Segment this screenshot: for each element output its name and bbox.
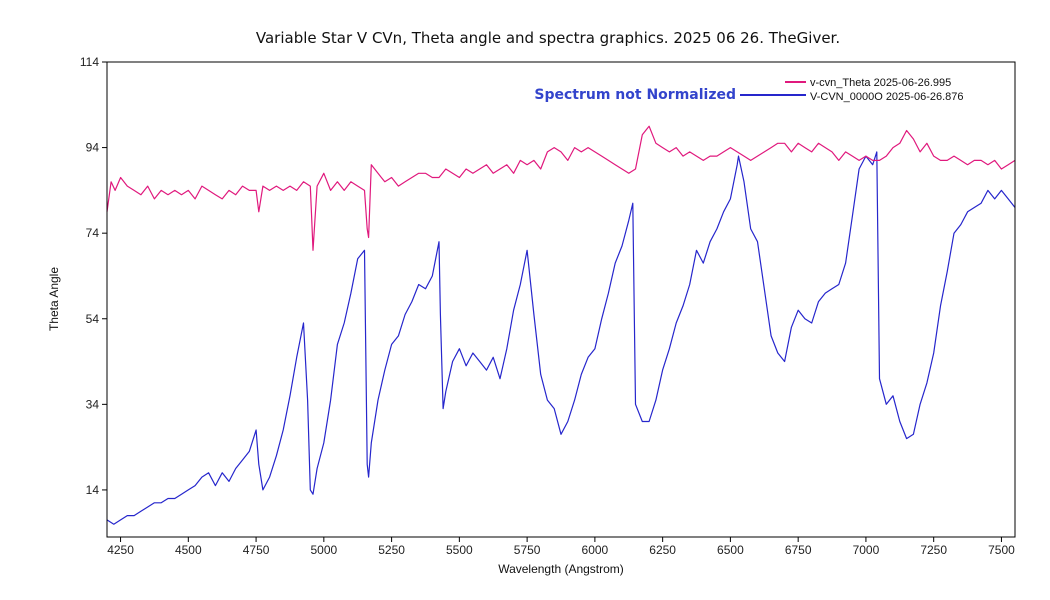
x-tick-label-11: 7000	[853, 543, 880, 557]
series-line-spectrum	[106, 151, 1016, 525]
spectrum-not-normalized-note: Spectrum not Normalized	[534, 87, 736, 103]
y-tick-label-3: 74	[86, 226, 100, 240]
x-axis-label: Wavelength (Angstrom)	[498, 562, 624, 576]
x-tick-label-12: 7250	[920, 543, 947, 557]
x-tick-label-1: 4500	[175, 543, 202, 557]
x-tick-label-3: 5000	[310, 543, 337, 557]
x-axis-ticks: 4250 4500 4750 5000 5250 5500 5750 6000 6250 6500…	[107, 537, 1015, 557]
x-tick-label-10: 6750	[785, 543, 812, 557]
x-tick-label-9: 6500	[717, 543, 744, 557]
legend-label-spectrum: V-CVN_0000O 2025-06-26.876	[810, 91, 964, 103]
y-tick-label-5: 114	[80, 55, 99, 69]
y-tick-label-2: 54	[86, 312, 100, 326]
y-tick-label-4: 94	[86, 141, 100, 155]
y-axis-label: Theta Angle	[47, 267, 61, 331]
series-line-theta	[106, 125, 1016, 251]
plot-frame	[106, 61, 1016, 538]
x-tick-label-13: 7500	[988, 543, 1015, 557]
legend-label-theta: v-cvn_Theta 2025-06-26.995	[810, 77, 951, 89]
x-tick-label-7: 6000	[582, 543, 609, 557]
x-tick-label-5: 5500	[446, 543, 473, 557]
x-tick-label-6: 5750	[514, 543, 541, 557]
x-tick-label-2: 4750	[243, 543, 270, 557]
chart-title: Variable Star V CVn, Theta angle and spe…	[256, 29, 840, 47]
x-tick-label-8: 6250	[649, 543, 676, 557]
y-tick-label-0: 14	[86, 483, 100, 497]
y-axis-ticks: 14 34 54 74 94 114	[80, 55, 107, 497]
y-tick-label-1: 34	[86, 397, 100, 411]
chart-legend: v-cvn_Theta 2025-06-26.995 V-CVN_0000O 2…	[534, 77, 963, 103]
x-tick-label-4: 5250	[378, 543, 405, 557]
series-lines	[106, 125, 1016, 525]
x-tick-label-0: 4250	[107, 543, 134, 557]
